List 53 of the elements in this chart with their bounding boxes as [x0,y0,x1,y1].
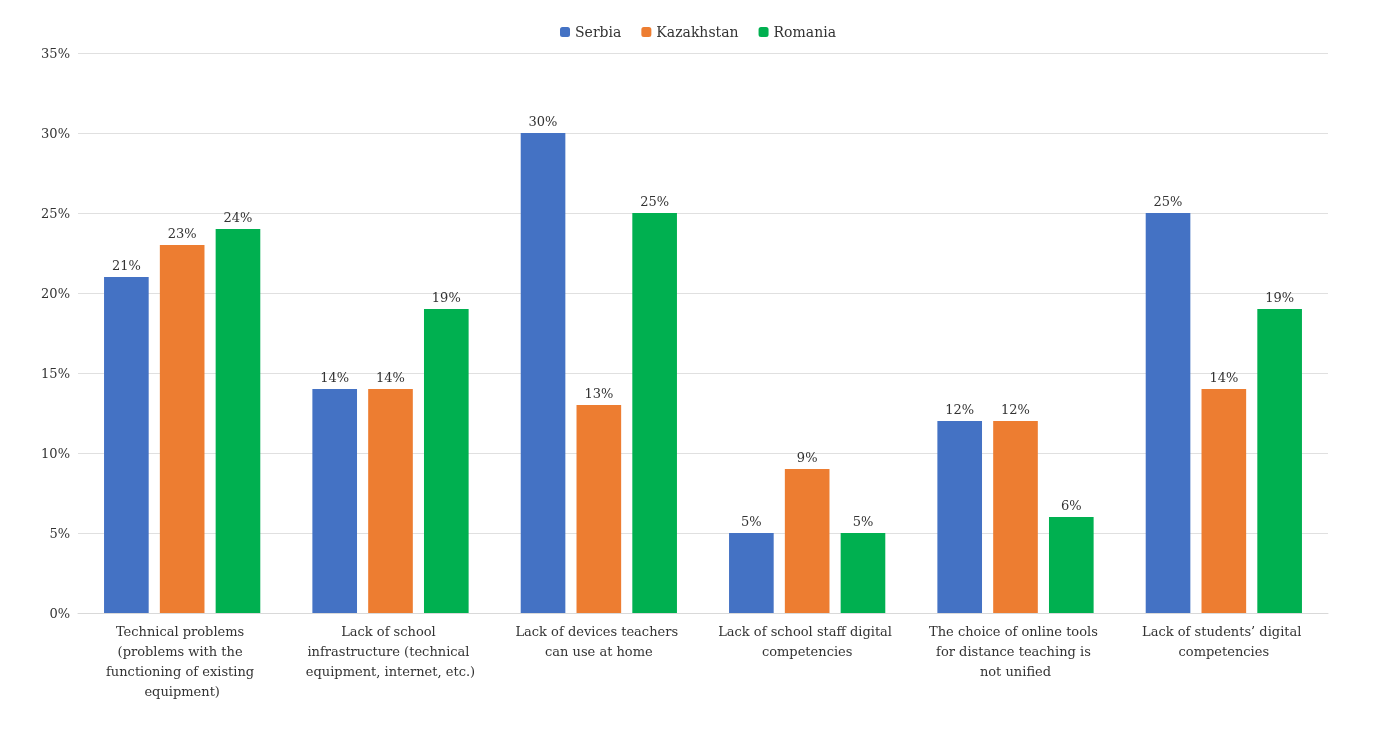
data-label: 23% [167,226,197,241]
y-tick-label: 10% [41,445,70,461]
bar [368,389,413,613]
legend-label: Romania [773,24,836,40]
bar [520,133,566,613]
y-tick-label: 5% [49,525,70,541]
x-tick-label: Lack of school infrastructure (technical equipment, internet, etc.) [305,623,476,679]
y-tick-label: 30% [41,125,70,141]
y-tick-label: 20% [41,285,70,301]
bar [729,533,774,613]
data-label: 14% [376,370,405,385]
data-label: 14% [320,370,350,385]
bar [784,469,830,613]
bar [1145,213,1191,613]
bar [1257,309,1302,613]
bar [993,421,1038,613]
y-tick-label: 35% [41,45,70,61]
data-label: 25% [640,194,670,209]
bar [312,389,358,613]
data-label: 12% [945,402,975,417]
legend-label: Kazakhstan [656,24,739,40]
x-tick-label: Lack of students’ digital competencies [1142,623,1306,659]
bar [1048,517,1094,613]
bar [576,405,622,613]
x-tick-label: The choice of online tools for distance teaching is not unified [929,623,1102,679]
data-label: 19% [1265,290,1295,305]
y-tick-label: 25% [41,205,70,221]
data-label: 30% [528,114,558,129]
data-label: 6% [1060,498,1082,513]
data-label: 9% [796,450,818,465]
bar [159,245,205,613]
x-tick-label: Lack of school staff digital competencies [718,623,897,659]
bar [937,421,983,613]
data-label: 5% [852,514,874,529]
bar [423,309,469,613]
data-label: 24% [223,210,253,225]
bar [104,277,149,613]
y-tick-label: 0% [49,605,70,621]
data-label: 21% [111,258,141,273]
bar [215,229,261,613]
bar [632,213,677,613]
x-tick-label: Lack of devices teachers can use at home [515,623,683,659]
data-label: 13% [584,386,614,401]
data-label: 14% [1209,370,1239,385]
x-tick-label: Technical problems (problems with the functioning of existing equipment) [106,623,259,699]
y-tick-label: 15% [41,365,70,381]
legend-label: Serbia [575,24,622,40]
data-label: 25% [1153,194,1183,209]
bar [840,533,886,613]
data-label: 12% [1001,402,1030,417]
data-label: 19% [431,290,461,305]
data-label: 5% [741,514,762,529]
bar [1201,389,1247,613]
